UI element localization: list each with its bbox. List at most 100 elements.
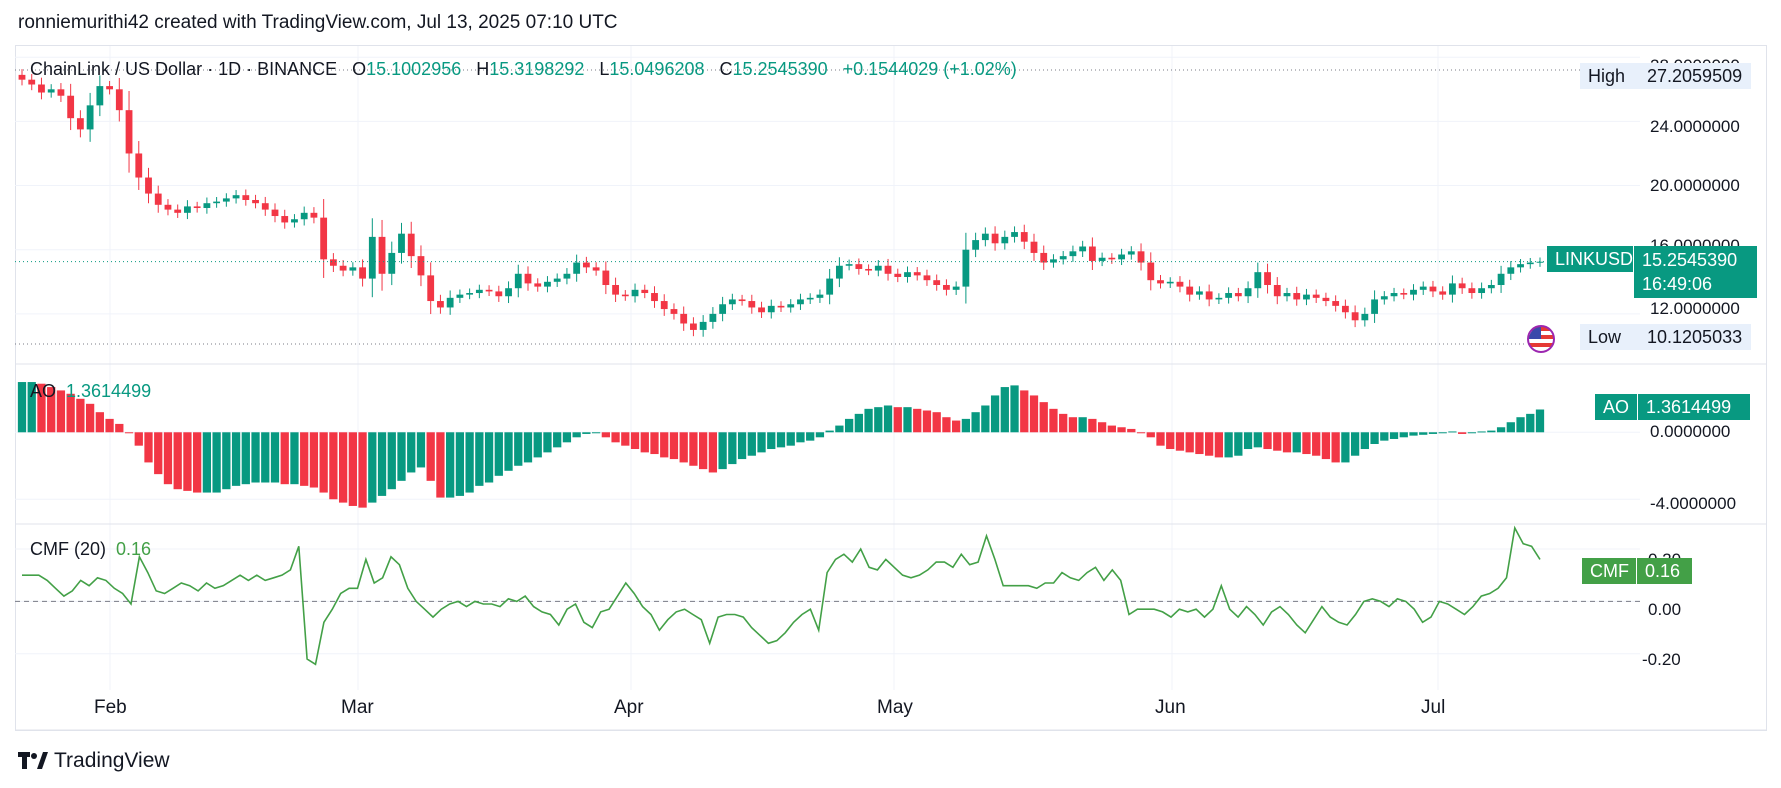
price-axis-tick: 24.0000000 [1650, 117, 1740, 136]
ao-bar [1341, 432, 1350, 463]
ao-bar [1273, 432, 1282, 451]
candle-body [972, 240, 980, 250]
ao-bar [864, 408, 873, 433]
ao-bar [231, 432, 241, 486]
reference-lines [15, 69, 1580, 345]
ao-bar [874, 407, 883, 433]
high-marker-label: High [1580, 63, 1639, 89]
ao-bar [728, 432, 737, 465]
ao-bar [835, 425, 844, 433]
candle-body [1439, 291, 1447, 295]
candle-body [1283, 293, 1291, 297]
candle-body [991, 233, 999, 244]
ao-bar [76, 398, 85, 433]
ao-bar [757, 432, 766, 453]
ao-bar [1020, 390, 1029, 433]
low-marker-value: 10.1205033 [1639, 324, 1751, 350]
ao-bar [1107, 425, 1116, 433]
ao-bar [1078, 417, 1087, 433]
candle-body [962, 249, 970, 287]
ao-bar [718, 432, 727, 470]
candle-body [38, 84, 45, 93]
ao-bar [212, 432, 221, 493]
candle-body [1322, 297, 1330, 302]
grid-lines [15, 46, 1767, 731]
cmf-legend: CMF (20) 0.16 [30, 539, 151, 560]
ao-bar [796, 432, 805, 443]
cmf-legend-label[interactable]: CMF (20) [30, 539, 106, 559]
candle-body [1449, 283, 1456, 295]
ao-bar [786, 432, 795, 446]
tradingview-footer[interactable]: TradingView [18, 749, 170, 773]
candle-body [602, 270, 610, 286]
candle-body [592, 267, 600, 271]
ao-bar [1496, 427, 1506, 433]
ao-bar [1487, 430, 1496, 433]
candle-body [1517, 264, 1524, 268]
ao-bar [1029, 395, 1039, 433]
candle-body [47, 89, 55, 93]
ao-bar [1214, 432, 1224, 458]
candle-body [738, 299, 746, 302]
candle-body [1001, 236, 1009, 244]
candle-body [797, 299, 804, 305]
ao-bar [27, 382, 36, 433]
candle-body [1526, 262, 1534, 265]
candle-body [1011, 232, 1018, 237]
candle-body [1088, 246, 1096, 261]
ao-legend-label[interactable]: AO [30, 381, 57, 401]
candle-body [952, 286, 960, 290]
symbol-price-tag: LINKUSD [1547, 246, 1633, 272]
ao-bar [1448, 431, 1457, 433]
close-label: C [719, 59, 733, 79]
ao-bar [854, 413, 863, 433]
ao-bar [1049, 408, 1058, 433]
candle-body [18, 74, 26, 80]
ao-bar [329, 432, 338, 500]
ao-bar [251, 432, 260, 483]
candle-body [1273, 285, 1281, 297]
ao-bar [1166, 432, 1175, 450]
ao-bar [543, 432, 552, 453]
cmf-value-tag: 0.16 [1637, 558, 1692, 584]
x-axis-tick: Jun [1155, 697, 1186, 718]
candle-body [135, 153, 143, 178]
symbol-title[interactable]: ChainLink / US Dollar · 1D · BINANCE [30, 59, 338, 79]
ao-bar [144, 432, 153, 463]
x-axis-tick: Jul [1421, 697, 1446, 718]
candle-body [719, 304, 727, 314]
candle-body [767, 305, 775, 313]
ao-bar [348, 432, 357, 506]
us-flag-icon[interactable] [1527, 325, 1555, 353]
candle-body [174, 209, 182, 213]
ao-bar [1350, 432, 1360, 456]
low-label: L [599, 59, 610, 79]
ao-bar [1263, 432, 1272, 450]
candle-body [534, 283, 542, 287]
low-marker-label: Low [1580, 324, 1639, 350]
ao-bar [650, 432, 659, 455]
ao-bar [883, 405, 893, 433]
ao-bar [134, 432, 143, 446]
candle-body [96, 86, 104, 106]
bar-countdown: 16:49:06 [1642, 274, 1713, 294]
ao-bar [990, 395, 1000, 433]
ao-bar [300, 432, 309, 486]
open-label: O [352, 59, 367, 79]
ao-bar [1409, 432, 1418, 436]
ao-bar [776, 432, 786, 448]
candle-body [816, 294, 824, 298]
ao-bar [708, 432, 718, 473]
ao-bar [56, 390, 66, 433]
candle-body [252, 199, 259, 204]
candle-body [359, 267, 366, 279]
candle-body [407, 233, 415, 257]
ao-bar [533, 432, 542, 458]
candle-body [923, 275, 931, 281]
candle-body [300, 212, 308, 220]
candle-body [1254, 272, 1262, 289]
ao-bar [844, 418, 854, 433]
candle-body [1507, 267, 1515, 274]
ao-legend-value: 1.3614499 [66, 381, 152, 401]
